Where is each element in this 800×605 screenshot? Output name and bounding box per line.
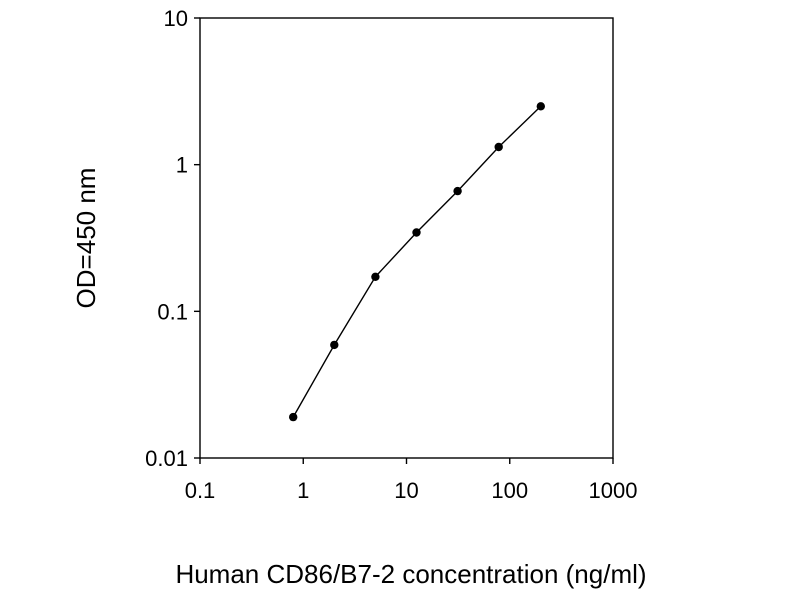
x-tick-label: 1000 <box>589 478 638 503</box>
y-tick-label: 10 <box>164 6 188 31</box>
data-point <box>453 186 462 196</box>
data-point <box>536 102 545 111</box>
x-tick-label: 1 <box>297 478 309 503</box>
data-point <box>289 412 298 422</box>
axis-ticks: 0.1 1 10 100 1000 0.01 0.1 1 10 <box>145 6 637 503</box>
plot-frame <box>199 17 614 459</box>
data-point <box>494 142 503 152</box>
y-tick-label: 0.01 <box>145 446 188 471</box>
data-point <box>412 228 421 237</box>
x-axis-title: Human CD86/B7-2 concentration (ng/ml) <box>175 559 646 589</box>
data-point <box>330 340 339 350</box>
series-layer <box>289 102 545 422</box>
y-tick-label: 0.1 <box>157 299 188 324</box>
x-tick-label: 0.1 <box>185 478 216 503</box>
data-point <box>371 272 380 281</box>
x-tick-label: 100 <box>491 478 528 503</box>
series-line <box>292 105 542 418</box>
plot-border <box>199 17 614 459</box>
x-tick-label: 10 <box>394 478 418 503</box>
y-axis-title: OD=450 nm <box>71 168 101 309</box>
y-tick-label: 1 <box>176 153 188 178</box>
